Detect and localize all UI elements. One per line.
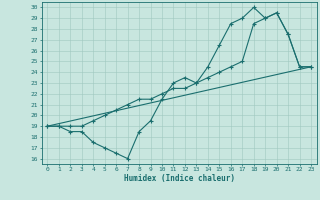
X-axis label: Humidex (Indice chaleur): Humidex (Indice chaleur) [124, 174, 235, 183]
